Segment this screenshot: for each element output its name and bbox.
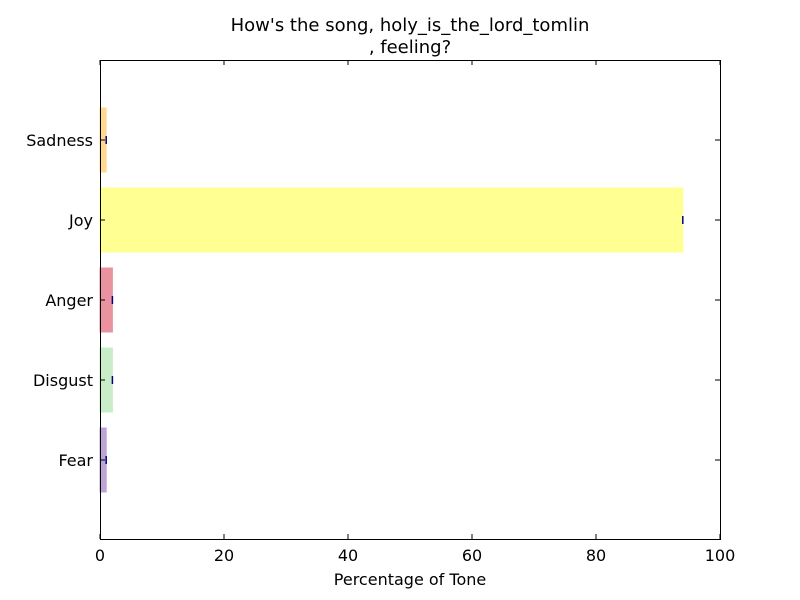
- x-tick-label-40: 40: [338, 546, 358, 565]
- bar-series: [99, 107, 684, 493]
- x-tick-label-20: 20: [214, 546, 234, 565]
- plot-frame: [100, 60, 721, 540]
- y-tick-label-fear: Fear: [58, 451, 93, 470]
- chart-title-line-1: How's the song, holy_is_the_lord_tomlin: [231, 15, 590, 36]
- y-tick-label-sadness: Sadness: [26, 131, 93, 150]
- x-tick-label-100: 100: [705, 546, 736, 565]
- y-tick-label-anger: Anger: [45, 291, 93, 310]
- x-tick-label-0: 0: [95, 546, 105, 565]
- x-tick-label-60: 60: [462, 546, 482, 565]
- y-tick-label-disgust: Disgust: [33, 371, 93, 390]
- y-tick-label-joy: Joy: [68, 211, 93, 230]
- bar-joy: [99, 187, 684, 253]
- axis-ticks: Sadness Joy Anger Disgust Fear 0 20 40 60 80 100: [26, 60, 735, 565]
- x-axis-label: Percentage of Tone: [334, 570, 486, 589]
- x-tick-label-80: 80: [586, 546, 606, 565]
- chart-title-line-2: , feeling?: [369, 37, 451, 58]
